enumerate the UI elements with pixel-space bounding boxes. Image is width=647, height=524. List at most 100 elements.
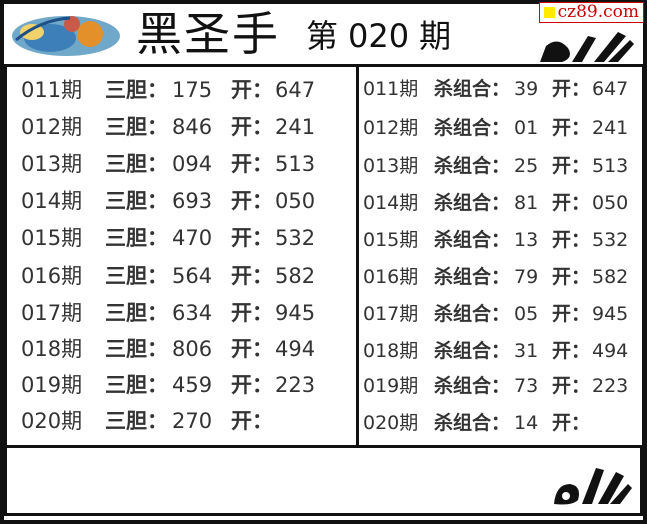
pick-label: 杀组合：: [434, 303, 511, 325]
pick-label: 杀组合：: [434, 155, 511, 177]
pick-value: 470: [172, 226, 213, 250]
pick-value: 564: [172, 264, 213, 288]
pick-label: 三胆：: [105, 301, 168, 325]
open-value: 050: [275, 189, 316, 213]
open-value: 945: [275, 301, 316, 325]
open-label: 开：: [552, 375, 591, 397]
open-value: 647: [275, 78, 316, 102]
pick-value: 806: [172, 337, 213, 361]
open-label: 开：: [231, 373, 273, 397]
open-value: 494: [592, 340, 629, 362]
open-label: 开：: [552, 303, 591, 325]
issue-number: 020: [348, 17, 410, 55]
pick-value: 270: [172, 409, 213, 433]
pick-label: 杀组合：: [434, 340, 511, 362]
open-label: 开：: [552, 155, 591, 177]
period-cell: 015期: [363, 229, 419, 251]
period-cell: 017期: [21, 301, 83, 325]
period-cell: 013期: [21, 152, 83, 176]
open-label: 开：: [231, 264, 273, 288]
pick-value: 175: [172, 78, 213, 102]
pick-value: 846: [172, 115, 213, 139]
watermark-badge: cz89.com: [538, 2, 644, 23]
page-title: 黑圣手: [136, 7, 280, 61]
period-cell: 020期: [363, 412, 419, 434]
pick-label: 三胆：: [105, 337, 168, 361]
pick-label: 三胆：: [105, 373, 168, 397]
pick-label: 三胆：: [105, 226, 168, 250]
open-value: 945: [592, 303, 629, 325]
open-label: 开：: [552, 340, 591, 362]
open-value: 241: [592, 117, 629, 139]
pick-label: 杀组合：: [434, 78, 511, 100]
open-value: 223: [275, 373, 316, 397]
period-cell: 019期: [21, 373, 83, 397]
period-cell: 016期: [363, 266, 419, 288]
pick-value: 693: [172, 189, 213, 213]
ok-hand-icon: [540, 32, 634, 62]
period-cell: 014期: [363, 192, 419, 214]
kill-combo-panel: 011期 杀组合： 39 开： 647 012期 杀组合： 01 开： 241 013期 杀组合： 25…: [356, 64, 645, 448]
open-value: 050: [592, 192, 629, 214]
ok-hand-icon: [554, 468, 632, 505]
pick-label: 杀组合：: [434, 117, 511, 139]
period-cell: 018期: [363, 340, 419, 362]
open-value: 532: [275, 226, 316, 250]
open-label: 开：: [231, 409, 273, 433]
open-label: 开：: [231, 301, 273, 325]
pick-label: 三胆：: [105, 264, 168, 288]
open-label: 开：: [231, 337, 273, 361]
watermark-text: cz89.com: [557, 2, 639, 22]
period-cell: 013期: [363, 155, 419, 177]
open-value: 223: [592, 375, 629, 397]
open-value: 513: [275, 152, 316, 176]
pick-label: 杀组合：: [434, 192, 511, 214]
open-label: 开：: [231, 115, 273, 139]
period-cell: 012期: [21, 115, 83, 139]
three-pick-panel: 011期 三胆： 175 开： 647 012期 三胆： 846 开： 241 013期 三胆： 094…: [4, 64, 359, 448]
footer-box: [4, 445, 643, 516]
period-cell: 011期: [21, 78, 83, 102]
pick-label: 三胆：: [105, 409, 168, 433]
pick-value: 05: [514, 303, 539, 325]
open-label: 开：: [552, 266, 591, 288]
open-value: 582: [592, 266, 629, 288]
period-cell: 016期: [21, 264, 83, 288]
open-label: 开：: [552, 412, 591, 434]
pick-value: 39: [514, 78, 539, 100]
issue-label: 第 020 期: [306, 16, 461, 56]
open-label: 开：: [231, 189, 273, 213]
period-cell: 015期: [21, 226, 83, 250]
pick-label: 三胆：: [105, 78, 168, 102]
open-value: 532: [592, 229, 629, 251]
open-value: 647: [592, 78, 629, 100]
pick-label: 杀组合：: [434, 229, 511, 251]
globe-logo-icon: [12, 16, 120, 56]
pick-value: 13: [514, 229, 539, 251]
open-label: 开：: [552, 117, 591, 139]
open-value: 582: [275, 264, 316, 288]
issue-prefix: 第: [306, 17, 339, 55]
pick-label: 杀组合：: [434, 375, 511, 397]
open-label: 开：: [231, 226, 273, 250]
open-label: 开：: [552, 192, 591, 214]
open-value: 241: [275, 115, 316, 139]
pick-value: 25: [514, 155, 539, 177]
pick-label: 三胆：: [105, 189, 168, 213]
pick-value: 634: [172, 301, 213, 325]
period-cell: 012期: [363, 117, 419, 139]
period-cell: 017期: [363, 303, 419, 325]
pick-label: 三胆：: [105, 152, 168, 176]
pick-label: 杀组合：: [434, 412, 511, 434]
period-cell: 020期: [21, 409, 83, 433]
pick-value: 094: [172, 152, 213, 176]
pick-value: 73: [514, 375, 539, 397]
pick-label: 杀组合：: [434, 266, 511, 288]
open-label: 开：: [231, 78, 273, 102]
period-cell: 014期: [21, 189, 83, 213]
period-cell: 018期: [21, 337, 83, 361]
pick-value: 31: [514, 340, 539, 362]
pick-value: 01: [514, 117, 539, 139]
open-value: 494: [275, 337, 316, 361]
